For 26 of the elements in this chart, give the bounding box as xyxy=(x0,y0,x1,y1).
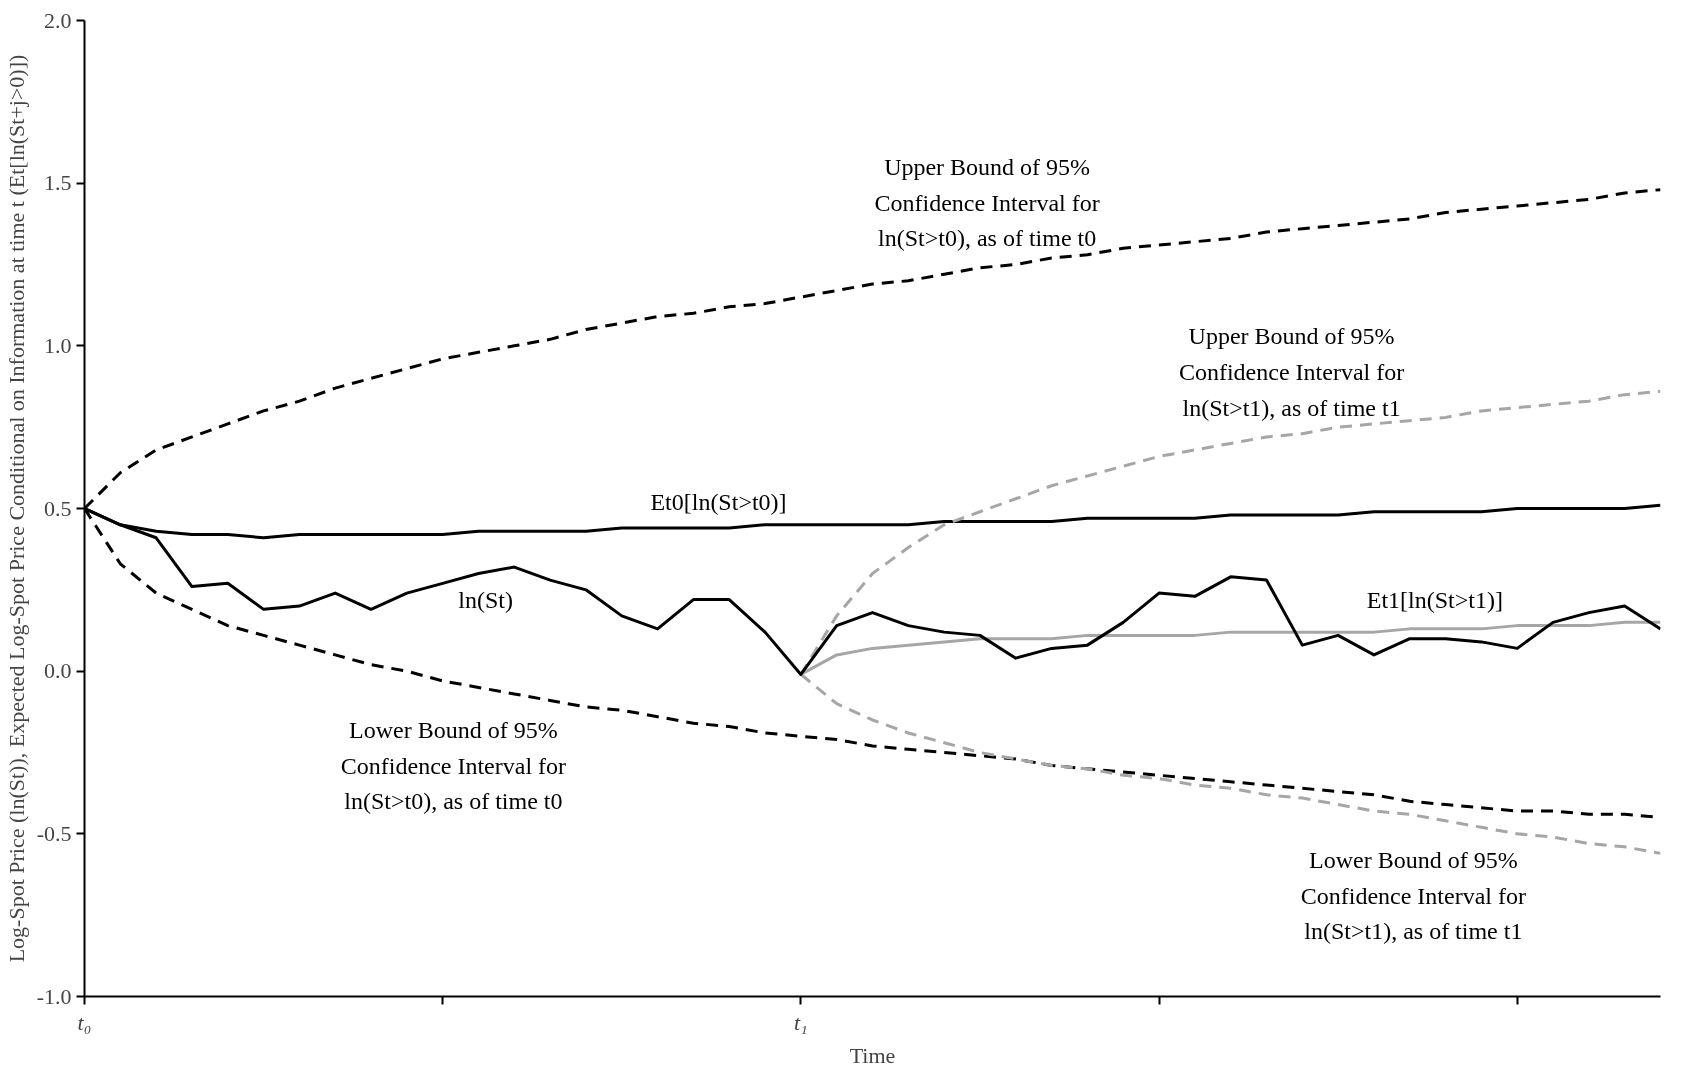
x-tick-label: t₁ xyxy=(793,1009,808,1035)
annotation: Et0[ln(St>t0)] xyxy=(650,488,787,515)
annotation: ln(St) xyxy=(458,586,513,613)
y-tick-label: -0.5 xyxy=(36,820,72,846)
annotation: Confidence Interval for xyxy=(1300,882,1526,909)
annotation: Upper Bound of 95% xyxy=(1188,323,1395,350)
x-axis-title: Time xyxy=(849,1042,896,1068)
annotation: Upper Bound of 95% xyxy=(884,153,1091,180)
annotation: Et1[ln(St>t1)] xyxy=(1366,586,1503,613)
y-tick-label: 0.5 xyxy=(44,495,72,521)
y-tick-label: 1.5 xyxy=(44,170,72,196)
annotation: ln(St>t0), as of time t0 xyxy=(344,788,563,815)
annotation: Lower Bound of 95% xyxy=(1309,846,1518,873)
annotation: ln(St>t1), as of time t1 xyxy=(1304,918,1523,945)
x-tick-label: t₀ xyxy=(77,1009,92,1035)
y-tick-label: 0.0 xyxy=(44,658,72,684)
y-tick-label: -1.0 xyxy=(36,983,72,1009)
annotation: Lower Bound of 95% xyxy=(349,716,558,743)
annotation: Confidence Interval for xyxy=(340,752,567,779)
y-tick-label: 2.0 xyxy=(44,7,72,33)
annotation: ln(St>t0), as of time t0 xyxy=(878,225,1097,252)
y-tick-label: 1.0 xyxy=(44,332,72,358)
y-axis-title: Log-Spot Price (ln(St)), Expected Log-Spot Price Conditional on Information at time t (Et[ln(St+j>0)]) xyxy=(3,54,29,963)
annotation: Confidence Interval for xyxy=(1178,358,1405,385)
annotation: Confidence Interval for xyxy=(874,189,1100,216)
annotation: ln(St>t1), as of time t1 xyxy=(1182,394,1401,421)
